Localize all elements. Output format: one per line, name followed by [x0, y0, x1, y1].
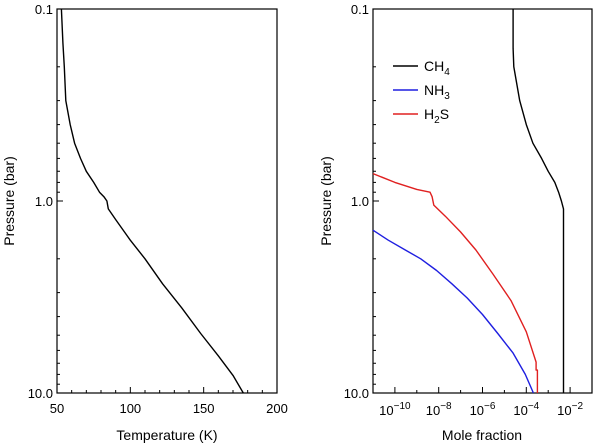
nh3-profile-line [372, 229, 535, 394]
right-x-axis-label: Mole fraction [442, 427, 522, 443]
right-ticks: 10−10 10−8 10−6 10−4 10−2 0.1 1.0 10.0 [344, 2, 593, 418]
temperature-pressure-panel: 50 100 150 200 0.1 1.0 10.0 Temperature (K) Pr… [1, 2, 288, 443]
legend: CH4 NH3 H2S [393, 58, 450, 126]
legend-label: CH4 [424, 58, 450, 78]
ch4-profile-line [512, 9, 565, 393]
right-y-tick-label: 0.1 [351, 2, 369, 17]
right-y-tick-label: 1.0 [351, 194, 369, 209]
left-y-axis-label: Pressure (bar) [1, 156, 17, 245]
left-x-axis-label: Temperature (K) [116, 427, 217, 443]
right-x-tick-label: 10−8 [426, 401, 452, 418]
temperature-profile-line [60, 8, 244, 394]
legend-label: H2S [424, 106, 449, 126]
left-plot-frame [56, 8, 278, 394]
legend-h2s: H2S [393, 106, 449, 126]
left-y-tick-label: 0.1 [35, 2, 53, 17]
left-x-tick-label: 100 [119, 401, 141, 416]
left-x-tick-label: 150 [193, 401, 215, 416]
legend-nh3: NH3 [393, 82, 450, 102]
right-y-tick-label: 10.0 [344, 386, 369, 401]
legend-ch4: CH4 [393, 58, 450, 78]
left-x-tick-label: 200 [266, 401, 288, 416]
left-y-tick-label: 10.0 [28, 386, 53, 401]
right-x-tick-label: 10−2 [557, 401, 583, 418]
right-series [372, 9, 565, 394]
right-y-axis-label: Pressure (bar) [318, 156, 334, 245]
left-y-tick-label: 1.0 [35, 194, 53, 209]
h2s-profile-line [372, 172, 539, 393]
left-x-tick-label: 50 [50, 401, 64, 416]
left-ticks: 50 100 150 200 0.1 1.0 10.0 [28, 2, 288, 416]
right-x-tick-label: 10−4 [513, 401, 539, 418]
right-x-tick-label: 10−6 [470, 401, 496, 418]
right-x-tick-label: 10−10 [379, 401, 411, 418]
mole-fraction-pressure-panel: 10−10 10−8 10−6 10−4 10−2 0.1 1.0 10.0 CH4 NH3 H2… [318, 2, 593, 443]
left-series [60, 8, 244, 394]
legend-label: NH3 [424, 82, 450, 102]
